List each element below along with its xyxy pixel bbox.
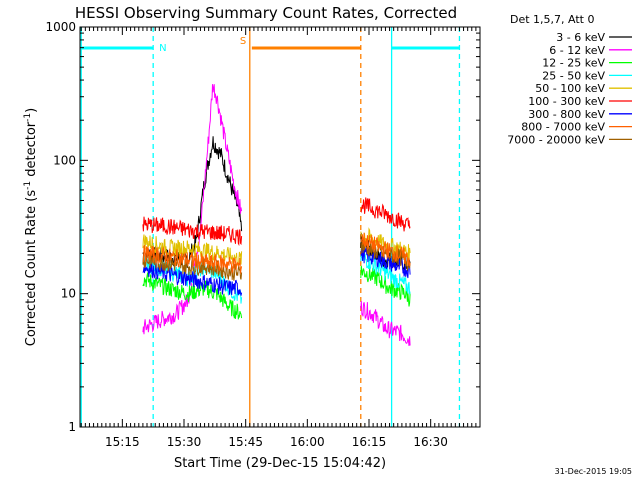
series-7 (142, 232, 411, 275)
legend-item: 25 - 50 keV (542, 69, 632, 82)
series-line-a (142, 245, 243, 275)
y-axis-ticks: 1 10 100 1000 (45, 20, 480, 434)
legend-label: 6 - 12 keV (549, 44, 605, 57)
chart-title: HESSI Observing Summary Count Rates, Cor… (75, 4, 457, 22)
legend-item: 7000 - 20000 keV (507, 133, 632, 146)
legend-label: 50 - 100 keV (535, 82, 605, 95)
series-line-b (360, 300, 411, 346)
legend-item: 6 - 12 keV (549, 44, 632, 57)
legend-item: 800 - 7000 keV (521, 121, 632, 134)
x-axis-label: Start Time (29-Dec-15 15:04:42) (174, 456, 386, 471)
x-tick-label: 16:15 (352, 435, 387, 449)
x-axis-ticks: 15:15 15:30 15:45 16:00 16:15 16:30 (80, 27, 477, 449)
legend-label: 25 - 50 keV (542, 69, 605, 82)
series-line-a (142, 272, 243, 320)
flag-label-s: S (240, 36, 246, 47)
y-tick-label: 1 (68, 420, 76, 434)
legend-label: 12 - 25 keV (542, 57, 605, 70)
legend-item: 300 - 800 keV (528, 108, 632, 121)
vertical-markers (80, 27, 461, 427)
series-1 (142, 84, 411, 346)
series-line-b (360, 232, 411, 267)
x-tick-label: 16:00 (290, 435, 325, 449)
x-tick-label: 15:45 (228, 435, 263, 449)
x-tick-label: 16:30 (413, 435, 448, 449)
legend-label: 800 - 7000 keV (521, 121, 605, 134)
flag-bars: NS (80, 36, 460, 54)
y-tick-label: 10 (61, 287, 76, 301)
legend-label: 300 - 800 keV (528, 108, 605, 121)
legend-item: 12 - 25 keV (542, 57, 632, 70)
x-tick-label: 15:15 (105, 435, 140, 449)
x-tick-label: 15:30 (167, 435, 202, 449)
timestamp: 31-Dec-2015 19:05 (555, 467, 632, 476)
y-tick-label: 1000 (45, 20, 76, 34)
legend-label: 100 - 300 keV (528, 95, 605, 108)
flag-label-n: N (159, 43, 166, 54)
series-5 (142, 197, 411, 247)
series-line-a (142, 216, 243, 247)
legend-label: 3 - 6 keV (556, 31, 605, 44)
series-line-b (360, 197, 411, 232)
legend-item: 100 - 300 keV (528, 95, 632, 108)
y-tick-label: 100 (53, 153, 76, 167)
legend-item: 3 - 6 keV (556, 31, 632, 44)
series-lines (142, 84, 411, 346)
legend-item: 50 - 100 keV (535, 82, 632, 95)
plot-frame (79, 26, 481, 428)
y-axis-label: Corrected Count Rate (s-1 detector-1) (23, 108, 39, 346)
legend-header: Det 1,5,7, Att 0 (510, 13, 594, 26)
legend-label: 7000 - 20000 keV (507, 133, 605, 146)
